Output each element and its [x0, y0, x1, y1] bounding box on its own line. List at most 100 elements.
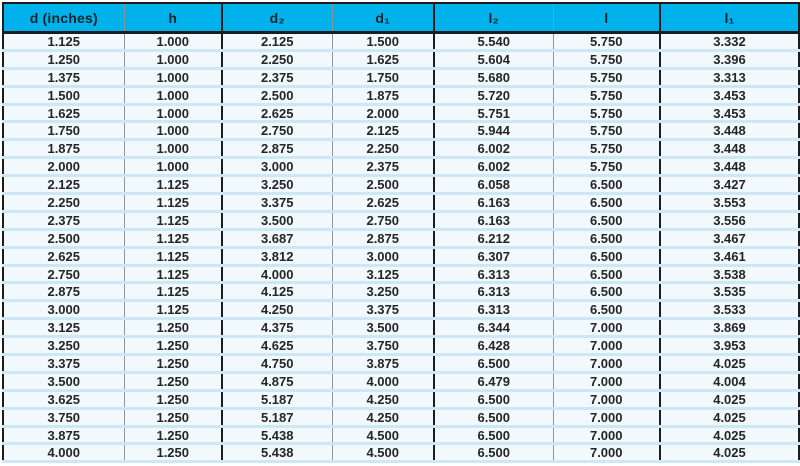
table-cell: 2.750: [332, 211, 435, 230]
table-cell: 4.025: [660, 390, 799, 409]
table-cell: 6.163: [434, 193, 554, 212]
table-cell: 2.750: [222, 121, 333, 140]
table-cell: 1.250: [124, 336, 223, 355]
table-row: 2.750 1.125 4.000 3.125 6.313 6.500 3.538: [3, 265, 799, 283]
table-cell: 3.687: [222, 229, 333, 248]
column-header-5: l₂: [434, 3, 554, 34]
table-row: 1.125 1.000 2.125 1.500 5.540 5.750 3.332: [3, 32, 799, 51]
table-cell: 7.000: [553, 354, 661, 373]
table-cell: 2.125: [332, 121, 435, 140]
table-cell: 6.002: [434, 139, 554, 158]
table-cell: 4.004: [660, 372, 799, 391]
column-header-7: l₁: [660, 3, 799, 34]
table-cell: 2.500: [222, 86, 333, 105]
table-cell: 2.000: [332, 104, 435, 122]
table-row: 1.375 1.000 2.375 1.750 5.680 5.750 3.313: [3, 68, 799, 87]
table-cell: 1.250: [3, 50, 125, 69]
table-cell: 5.438: [222, 426, 333, 444]
table-cell: 7.000: [553, 390, 661, 409]
table-cell: 5.750: [553, 157, 661, 176]
table-cell: 3.000: [332, 247, 435, 266]
table-cell: 4.875: [222, 372, 333, 391]
table-row: 3.500 1.250 4.875 4.000 6.479 7.000 4.004: [3, 372, 799, 391]
column-header-1: d (inches): [3, 3, 125, 34]
table-cell: 4.250: [222, 300, 333, 319]
table-cell: 4.125: [222, 282, 333, 301]
table-row: 3.625 1.250 5.187 4.250 6.500 7.000 4.025: [3, 390, 799, 409]
table-cell: 3.000: [3, 300, 125, 319]
table-cell: 1.250: [124, 372, 223, 391]
table-cell: 7.000: [553, 372, 661, 391]
table-cell: 6.500: [553, 193, 661, 212]
table-cell: 3.953: [660, 336, 799, 355]
table-cell: 1.625: [332, 50, 435, 69]
table-cell: 3.556: [660, 211, 799, 230]
table-cell: 1.125: [3, 32, 125, 51]
table-cell: 3.533: [660, 300, 799, 319]
table-row: 3.875 1.250 5.438 4.500 6.500 7.000 4.025: [3, 426, 799, 444]
table-cell: 1.500: [332, 32, 435, 51]
table-row: 1.500 1.000 2.500 1.875 5.720 5.750 3.453: [3, 86, 799, 105]
table-cell: 4.000: [3, 443, 125, 462]
table-row: 2.875 1.125 4.125 3.250 6.313 6.500 3.535: [3, 282, 799, 301]
table-cell: 7.000: [553, 443, 661, 462]
table-cell: 5.750: [553, 50, 661, 69]
table-cell: 4.250: [332, 408, 435, 427]
table-cell: 2.250: [332, 139, 435, 158]
table-cell: 4.000: [332, 372, 435, 391]
table-row: 1.250 1.000 2.250 1.625 5.604 5.750 3.396: [3, 50, 799, 69]
table-cell: 1.250: [124, 318, 223, 337]
table-cell: 6.500: [434, 426, 554, 444]
table-cell: 3.453: [660, 86, 799, 105]
table-cell: 1.000: [124, 68, 223, 87]
table-cell: 2.250: [3, 193, 125, 212]
table-cell: 4.500: [332, 426, 435, 444]
table-row: 3.750 1.250 5.187 4.250 6.500 7.000 4.025: [3, 408, 799, 427]
table-cell: 7.000: [553, 426, 661, 444]
table-cell: 3.553: [660, 193, 799, 212]
table-cell: 1.125: [124, 265, 223, 283]
table-row: 1.625 1.000 2.625 2.000 5.751 5.750 3.453: [3, 104, 799, 122]
table-cell: 5.750: [553, 121, 661, 140]
table-row: 3.000 1.125 4.250 3.375 6.313 6.500 3.533: [3, 300, 799, 319]
table-cell: 5.540: [434, 32, 554, 51]
table-cell: 2.750: [3, 265, 125, 283]
table-cell: 3.869: [660, 318, 799, 337]
table-cell: 5.750: [553, 139, 661, 158]
table-cell: 1.250: [124, 443, 223, 462]
table-row: 3.125 1.250 4.375 3.500 6.344 7.000 3.869: [3, 318, 799, 337]
table-cell: 3.250: [222, 175, 333, 194]
table-cell: 7.000: [553, 408, 661, 427]
table-cell: 3.500: [3, 372, 125, 391]
table-cell: 3.000: [222, 157, 333, 176]
table-cell: 6.002: [434, 157, 554, 176]
table-cell: 6.344: [434, 318, 554, 337]
table-cell: 4.025: [660, 426, 799, 444]
table-cell: 4.025: [660, 354, 799, 373]
table-row: 2.375 1.125 3.500 2.750 6.163 6.500 3.556: [3, 211, 799, 230]
table-cell: 3.750: [332, 336, 435, 355]
table-cell: 2.625: [222, 104, 333, 122]
table-cell: 4.025: [660, 443, 799, 462]
table-cell: 1.250: [124, 390, 223, 409]
table-cell: 4.500: [332, 443, 435, 462]
table-cell: 1.000: [124, 32, 223, 51]
table-cell: 3.427: [660, 175, 799, 194]
table-cell: 1.125: [124, 300, 223, 319]
table-cell: 1.000: [124, 50, 223, 69]
table-cell: 1.375: [3, 68, 125, 87]
table-cell: 5.187: [222, 390, 333, 409]
table-cell: 4.750: [222, 354, 333, 373]
table-cell: 6.058: [434, 175, 554, 194]
table-row: 2.125 1.125 3.250 2.500 6.058 6.500 3.427: [3, 175, 799, 194]
table-cell: 5.438: [222, 443, 333, 462]
table-cell: 3.448: [660, 121, 799, 140]
table-cell: 3.448: [660, 157, 799, 176]
table-cell: 6.500: [553, 175, 661, 194]
table-cell: 2.125: [222, 32, 333, 51]
table-cell: 2.375: [332, 157, 435, 176]
column-header-4: d₁: [332, 3, 435, 34]
header-row: d (inches) h d₂ d₁ l₂ l l₁: [3, 3, 799, 34]
table-cell: 5.187: [222, 408, 333, 427]
table-cell: 7.000: [553, 318, 661, 337]
